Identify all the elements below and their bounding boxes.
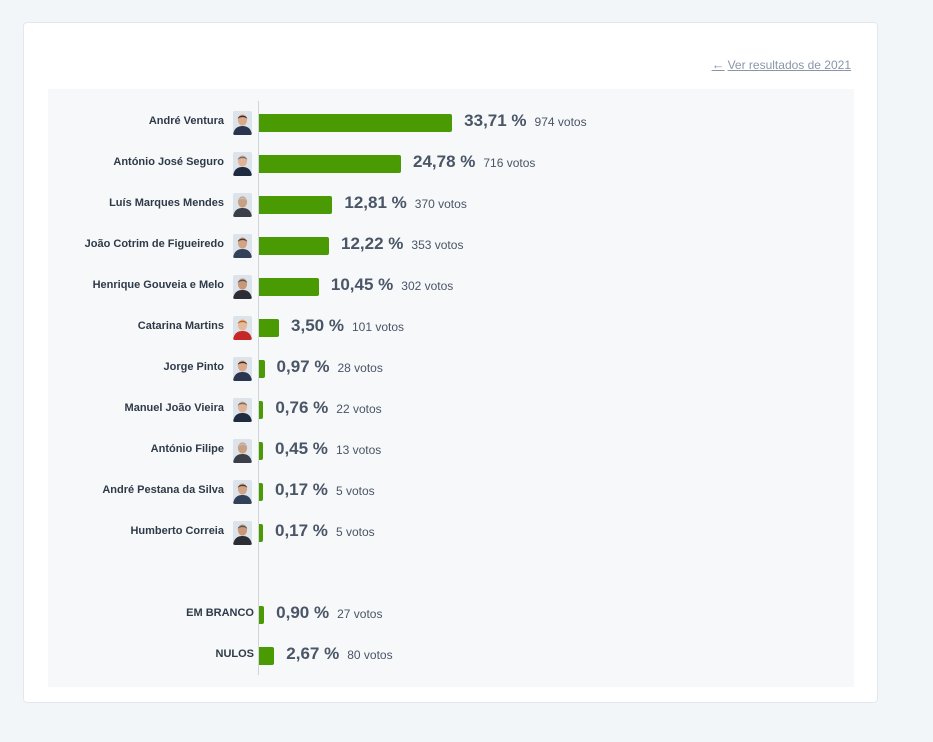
result-bar <box>259 237 330 255</box>
result-percent-label: 0,45 % <box>275 439 328 458</box>
result-name: NULOS <box>215 648 255 660</box>
result-name: Catarina Martins <box>137 320 224 332</box>
candidate-avatar <box>233 439 252 463</box>
candidate-avatar <box>233 357 252 381</box>
result-value: 10,45 % 302 votos <box>331 275 453 295</box>
result-value: 0,76 % 22 votos <box>275 398 381 418</box>
result-value: 12,81 % 370 votos <box>344 193 466 213</box>
candidate-avatar <box>233 275 252 299</box>
result-percent-label: 0,17 % <box>275 521 328 540</box>
result-votes-label: 5 votos <box>335 484 375 498</box>
result-value: 0,17 % 5 votos <box>275 480 375 500</box>
result-name: António Filipe <box>150 443 224 455</box>
result-name: André Pestana da Silva <box>102 484 224 496</box>
previous-results-link[interactable]: ← Ver resultados de 2021 <box>712 57 851 72</box>
result-value: 24,78 % 716 votos <box>413 152 535 172</box>
result-votes-label: 353 votos <box>411 238 464 252</box>
candidate-avatar <box>233 193 252 217</box>
result-value: 0,17 % 5 votos <box>275 521 375 541</box>
result-votes-label: 28 votos <box>337 361 383 375</box>
candidate-avatar <box>233 398 252 422</box>
result-votes-label: 13 votos <box>335 443 382 457</box>
candidate-avatar <box>233 316 252 340</box>
result-bar <box>259 524 263 542</box>
result-name: Manuel João Vieira <box>124 402 224 414</box>
result-bar <box>259 647 275 665</box>
result-percent-label: 10,45 % <box>330 275 394 294</box>
candidate-avatar <box>233 521 252 545</box>
result-value: 33,71 % 974 votos <box>464 111 586 131</box>
result-bar <box>259 155 401 173</box>
candidate-avatar <box>233 234 252 258</box>
result-value: 0,97 % 28 votos <box>277 357 383 377</box>
result-name: Humberto Correia <box>130 525 224 537</box>
result-name: João Cotrim de Figueiredo <box>84 238 224 250</box>
result-votes-label: 302 votos <box>401 279 454 293</box>
result-bar <box>259 278 319 296</box>
arrow-left-icon: ← <box>711 57 725 72</box>
result-row-antonio-jose-seguro: António José Seguro 24,78 % 716 votos <box>48 152 854 176</box>
result-percent-label: 0,76 % <box>275 398 329 417</box>
result-percent-label: 2,67 % <box>286 644 340 663</box>
result-value: 2,67 % 80 votos <box>286 644 392 664</box>
result-name: André Ventura <box>148 115 224 127</box>
result-row-nulos: NULOS 2,67 % 80 votos <box>48 644 854 668</box>
result-row-em-branco: EM BRANCO 0,90 % 27 votos <box>48 603 854 627</box>
result-votes-label: 27 votos <box>337 607 383 621</box>
result-value: 0,45 % 13 votos <box>275 439 381 459</box>
result-votes-label: 22 votos <box>336 402 382 416</box>
result-row-andre-ventura: André Ventura 33,71 % 974 votos <box>48 111 854 135</box>
result-row-antonio-filipe: António Filipe 0,45 % 13 votos <box>48 439 854 463</box>
result-name: Jorge Pinto <box>163 361 224 373</box>
result-value: 12,22 % 353 votos <box>341 234 463 254</box>
result-votes-label: 5 votos <box>335 525 375 539</box>
result-name: Henrique Gouveia e Melo <box>92 279 224 291</box>
result-bar <box>259 319 280 337</box>
result-percent-label: 12,22 % <box>341 234 404 253</box>
result-row-henrique-gouveia-e-melo: Henrique Gouveia e Melo 10,45 % 302 votos <box>48 275 854 299</box>
result-name: EM BRANCO <box>186 607 254 619</box>
result-percent-label: 12,81 % <box>344 193 407 212</box>
results-card: ← Ver resultados de 2021 André Ventura 33… <box>23 22 878 703</box>
result-row-catarina-martins: Catarina Martins 3,50 % 101 votos <box>48 316 854 340</box>
candidate-avatar <box>233 152 252 176</box>
result-votes-label: 974 votos <box>534 115 587 129</box>
result-row-humberto-correia: Humberto Correia 0,17 % 5 votos <box>48 521 854 545</box>
chart-axis-line <box>258 101 259 675</box>
result-bar <box>259 114 453 132</box>
result-row-joao-cotrim-de-figueiredo: João Cotrim de Figueiredo 12,22 % 353 voto… <box>48 234 854 258</box>
result-percent-label: 24,78 % <box>412 152 476 171</box>
result-name: António José Seguro <box>113 156 224 168</box>
result-bar <box>259 606 265 624</box>
result-bar <box>259 401 264 419</box>
result-row-jorge-pinto: Jorge Pinto 0,97 % 28 votos <box>48 357 854 381</box>
candidate-avatar <box>233 480 252 504</box>
result-votes-label: 101 votos <box>351 320 405 334</box>
result-row-luis-marques-mendes: Luís Marques Mendes 12,81 % 370 votos <box>48 193 854 217</box>
result-row-andre-pestana-da-silva: André Pestana da Silva 0,17 % 5 votos <box>48 480 854 504</box>
results-bar-chart: André Ventura 33,71 % 974 votos António Jos… <box>48 89 854 687</box>
result-percent-label: 33,71 % <box>464 111 527 130</box>
result-votes-label: 716 votos <box>483 156 536 170</box>
candidate-avatar <box>233 111 252 135</box>
result-name: Luís Marques Mendes <box>109 197 224 209</box>
result-bar <box>259 360 265 378</box>
result-bar <box>259 483 263 501</box>
result-bar <box>259 442 263 460</box>
result-votes-label: 80 votos <box>347 648 393 662</box>
result-row-manuel-joao-vieira: Manuel João Vieira 0,76 % 22 votos <box>48 398 854 422</box>
previous-results-link-label: Ver resultados de 2021 <box>727 57 851 72</box>
result-value: 0,90 % 27 votos <box>276 603 382 623</box>
result-percent-label: 0,17 % <box>275 480 328 499</box>
result-percent-label: 0,97 % <box>276 357 330 376</box>
result-votes-label: 370 votos <box>414 197 467 211</box>
result-bar <box>259 196 333 214</box>
result-percent-label: 0,90 % <box>276 603 330 622</box>
result-value: 3,50 % 101 votos <box>291 316 404 336</box>
result-percent-label: 3,50 % <box>291 316 344 335</box>
